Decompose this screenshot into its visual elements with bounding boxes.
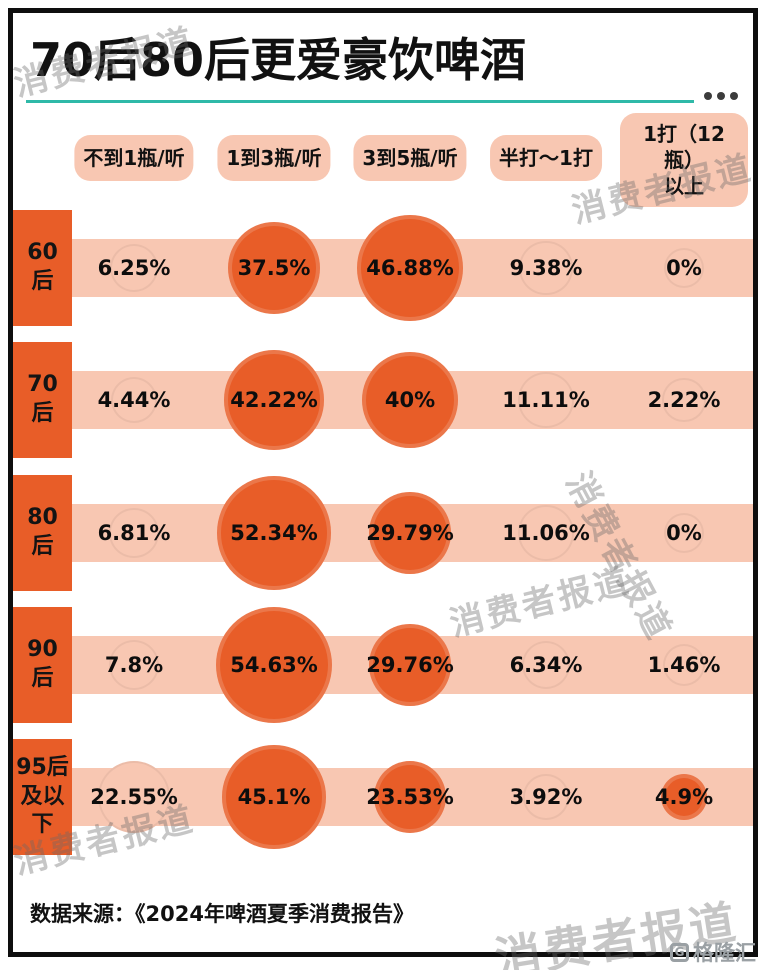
bubble bbox=[227, 221, 321, 315]
bubble bbox=[521, 640, 571, 690]
gelonghui-icon: G bbox=[670, 942, 689, 962]
bubble bbox=[518, 372, 574, 428]
row-label: 80 后 bbox=[13, 475, 72, 591]
gelonghui-logo: G 格隆汇 bbox=[670, 937, 756, 967]
page-title: 70后80后更爱豪饮啤酒 bbox=[30, 33, 527, 87]
bubble bbox=[664, 513, 704, 553]
bubble bbox=[660, 773, 708, 821]
column-header: 半打～1打 bbox=[490, 135, 602, 181]
bubble bbox=[224, 350, 324, 450]
value-label: 45.1% bbox=[237, 785, 311, 809]
bubble bbox=[662, 643, 705, 686]
value-label: 7.8% bbox=[104, 653, 164, 677]
value-label: 3.92% bbox=[509, 785, 583, 809]
value-label: 4.44% bbox=[97, 388, 171, 412]
column-header: 3到5瓶/听 bbox=[353, 135, 467, 181]
value-label: 11.11% bbox=[502, 388, 590, 412]
data-source: 数据来源：《2024年啤酒夏季消费报告》 bbox=[30, 902, 414, 926]
bubble bbox=[362, 352, 458, 448]
bubble bbox=[518, 505, 574, 561]
value-label: 0% bbox=[666, 256, 702, 280]
dot-icon bbox=[704, 92, 712, 100]
bubble bbox=[217, 476, 331, 590]
column-header: 不到1瓶/听 bbox=[74, 135, 194, 181]
bubble bbox=[222, 745, 326, 849]
bubble bbox=[109, 508, 159, 558]
column-header: 1到3瓶/听 bbox=[217, 135, 331, 181]
value-label: 6.25% bbox=[97, 256, 171, 280]
dot-icon bbox=[730, 92, 738, 100]
bubble bbox=[98, 761, 170, 833]
bubble bbox=[108, 639, 160, 691]
value-label: 54.63% bbox=[230, 653, 318, 677]
value-label: 4.9% bbox=[654, 785, 714, 809]
bubble bbox=[369, 624, 451, 706]
value-label: 40% bbox=[384, 388, 436, 412]
bubble bbox=[519, 241, 573, 295]
value-label: 9.38% bbox=[509, 256, 583, 280]
column-header: 1打（12瓶） 以上 bbox=[620, 113, 748, 207]
dot-icon bbox=[717, 92, 725, 100]
bubble bbox=[373, 760, 447, 834]
value-label: 2.22% bbox=[647, 388, 721, 412]
value-label: 6.81% bbox=[97, 521, 171, 545]
watermark-text: 消费者报道 bbox=[445, 561, 636, 645]
value-label: 42.22% bbox=[230, 388, 318, 412]
value-label: 29.76% bbox=[366, 653, 454, 677]
value-label: 11.06% bbox=[502, 521, 590, 545]
value-label: 22.55% bbox=[90, 785, 178, 809]
row-label: 60 后 bbox=[13, 210, 72, 326]
row-label: 95后 及以下 bbox=[13, 739, 72, 855]
bubble bbox=[110, 376, 158, 424]
value-label: 0% bbox=[666, 521, 702, 545]
row-label: 70 后 bbox=[13, 342, 72, 458]
row-label: 90 后 bbox=[13, 607, 72, 723]
bubble bbox=[523, 774, 569, 820]
value-label: 1.46% bbox=[647, 653, 721, 677]
value-label: 23.53% bbox=[366, 785, 454, 809]
value-label: 46.88% bbox=[366, 256, 454, 280]
logo-text: 格隆汇 bbox=[693, 941, 756, 965]
value-label: 6.34% bbox=[509, 653, 583, 677]
title-underline bbox=[26, 100, 694, 103]
value-label: 37.5% bbox=[237, 256, 311, 280]
value-label: 29.79% bbox=[366, 521, 454, 545]
bubble bbox=[664, 248, 704, 288]
more-dots-icon bbox=[704, 92, 738, 100]
bubble bbox=[662, 378, 706, 422]
bubble bbox=[357, 215, 463, 321]
bubble bbox=[369, 492, 451, 574]
bubble bbox=[215, 606, 333, 724]
value-label: 52.34% bbox=[230, 521, 318, 545]
bubble bbox=[109, 243, 159, 293]
